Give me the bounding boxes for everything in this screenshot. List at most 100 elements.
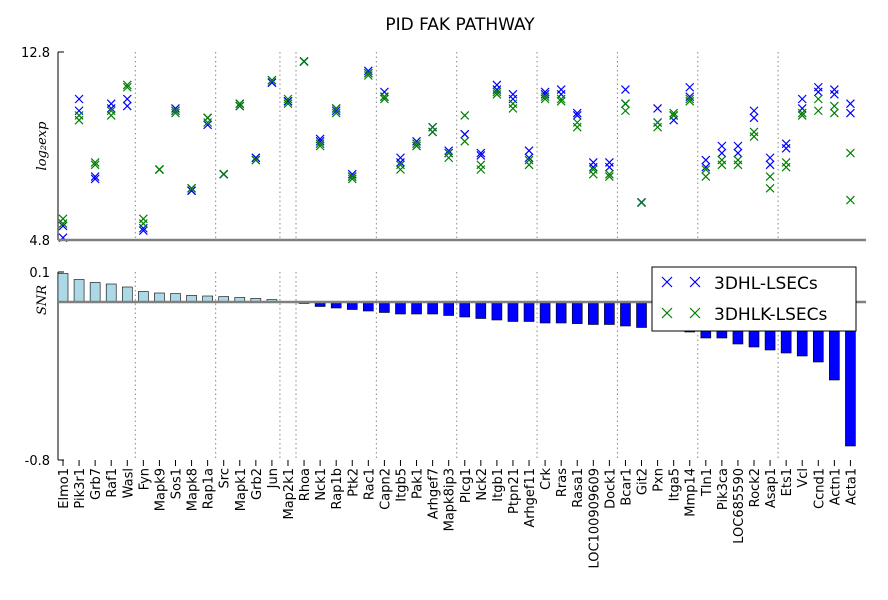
point-3dhlk-raf1-2 — [106, 106, 116, 116]
point-stroke-b — [556, 96, 566, 106]
point-stroke-b — [524, 146, 534, 156]
point-3dhlk-mmp14-2 — [685, 94, 695, 104]
gene-label-raf1: Raf1 — [105, 468, 120, 498]
point-3dhl-rap1a-1 — [203, 120, 213, 130]
point-3dhl-itgb5-2 — [396, 153, 405, 163]
gene-label-ccnd1: Ccnd1 — [812, 468, 827, 509]
point-stroke-b — [122, 82, 132, 92]
point-stroke-b — [412, 141, 421, 151]
gene-label-map2k1: Map2k1 — [282, 468, 297, 520]
point-3dhlk-rhoa-2 — [299, 56, 309, 66]
point-3dhl-arhgef11-1 — [524, 153, 534, 163]
bar-itgb5 — [395, 301, 406, 315]
point-3dhl-itga5-1 — [669, 115, 679, 125]
point-stroke-b — [331, 103, 341, 113]
point-stroke-b — [749, 113, 759, 123]
point-3dhlk-ptk2-1 — [347, 174, 357, 184]
chart-title: PID FAK PATHWAY — [385, 15, 535, 35]
point-3dhl-itgb1-2 — [492, 80, 502, 90]
point-3dhlk-rap1a-2 — [203, 113, 213, 123]
point-stroke-b — [219, 169, 229, 179]
legend-marker-3dhl — [661, 276, 701, 288]
gene-label-rock2: Rock2 — [748, 468, 763, 507]
point-stroke-b — [508, 99, 518, 109]
gene-label-rap1b: Rap1b — [330, 468, 345, 510]
point-stroke-b — [154, 165, 164, 174]
point-stroke-b — [171, 108, 180, 118]
gene-label-acta1: Acta1 — [844, 468, 859, 505]
point-3dhlk-asap1-1 — [765, 183, 775, 193]
point-stroke-b — [797, 108, 807, 118]
point-3dhl-actn1-2 — [829, 85, 839, 95]
point-stroke-b — [733, 155, 743, 165]
point-3dhlk-rac1-1 — [363, 71, 373, 80]
point-3dhlk-git2-2 — [637, 197, 646, 207]
gene-label-capn2: Capn2 — [378, 468, 393, 510]
point-stroke-b — [749, 106, 759, 116]
gene-label-fyn: Fyn — [137, 468, 152, 490]
point-3dhlk-crk-1 — [540, 94, 550, 104]
point-3dhl-pik3ca-2 — [717, 141, 727, 151]
gene-label-rhoa: Rhoa — [298, 468, 313, 501]
gene-label-tln1: Tln1 — [700, 468, 715, 497]
point-stroke-b — [701, 155, 711, 165]
point-3dhlk-asap1-2 — [765, 172, 775, 181]
point-3dhl-dock1-2 — [604, 158, 614, 167]
gene-label-plcg1: Plcg1 — [459, 468, 474, 503]
point-3dhl-ptpn21-1 — [508, 94, 518, 104]
point-stroke-b — [444, 146, 454, 156]
point-3dhlk-grb7-1 — [90, 160, 100, 170]
point-3dhl-grb7-2 — [90, 172, 100, 181]
point-stroke-b — [749, 127, 759, 137]
gene-label-arhgef7: Arhgef7 — [427, 468, 442, 519]
point-stroke-b — [829, 101, 839, 111]
point-3dhlk-fyn-1 — [138, 219, 148, 228]
point-3dhlk-mapk8ip3-2 — [444, 148, 454, 158]
point-3dhl-jun-2 — [267, 78, 277, 87]
point-3dhlk-ptpn21-1 — [508, 103, 518, 113]
bar-mapk8ip3 — [443, 301, 454, 316]
gene-label-grb7: Grb7 — [89, 468, 104, 500]
point-stroke-b — [412, 139, 421, 149]
point-3dhl-rock2-2 — [749, 106, 759, 116]
gene-label-mapk8: Mapk8 — [186, 468, 201, 511]
point-3dhlk-rras-1 — [556, 96, 566, 106]
point-3dhl-mmp14-2 — [685, 82, 695, 92]
point-3dhlk-wasl-2 — [122, 80, 132, 90]
point-3dhl-acta1-1 — [846, 108, 855, 118]
point-3dhlk-grb2-2 — [251, 155, 261, 165]
point-3dhlk-itgb1-1 — [492, 89, 502, 99]
point-3dhlk-arhgef7-1 — [428, 127, 438, 137]
point-3dhlk-dock1-2 — [604, 169, 614, 179]
point-3dhlk-grb7-2 — [90, 158, 100, 167]
expression-scatter-panel: 12.8 4.8 log₂exp — [21, 46, 866, 249]
point-stroke-b — [396, 160, 405, 170]
point-stroke-b — [621, 99, 630, 109]
point-3dhl-arhgef11-2 — [524, 146, 534, 156]
bar-git2 — [636, 301, 647, 328]
gene-label-pxn: Pxn — [652, 468, 667, 492]
gene-label-pak1: Pak1 — [411, 468, 426, 499]
gene-label-elmo1: Elmo1 — [57, 468, 72, 509]
point-3dhlk-actn1-2 — [829, 101, 839, 111]
point-stroke-b — [267, 75, 277, 85]
point-3dhlk-fyn-2 — [138, 214, 148, 224]
scatter-marks — [58, 56, 855, 243]
gene-label-src: Src — [218, 468, 233, 488]
point-3dhlk-rasa1-2 — [572, 118, 582, 127]
point-3dhl-tln1-2 — [701, 155, 711, 165]
point-3dhlk-plcg1-2 — [460, 111, 470, 120]
point-3dhlk-mapk1-2 — [235, 99, 245, 109]
bar-fyn — [138, 291, 149, 303]
point-3dhlk-nck2-2 — [476, 160, 486, 170]
bar-rac1 — [363, 301, 374, 312]
point-3dhlk-ptk2-2 — [347, 172, 357, 181]
point-stroke-b — [476, 148, 486, 158]
point-3dhlk-src-2 — [219, 169, 229, 179]
legend: 3DHL-LSECs 3DHLK-LSECs — [651, 266, 857, 332]
point-stroke-b — [637, 197, 646, 207]
point-3dhl-rock2-1 — [749, 113, 759, 123]
point-3dhlk-vcl-1 — [797, 111, 807, 120]
point-3dhlk-pxn-2 — [653, 118, 663, 127]
